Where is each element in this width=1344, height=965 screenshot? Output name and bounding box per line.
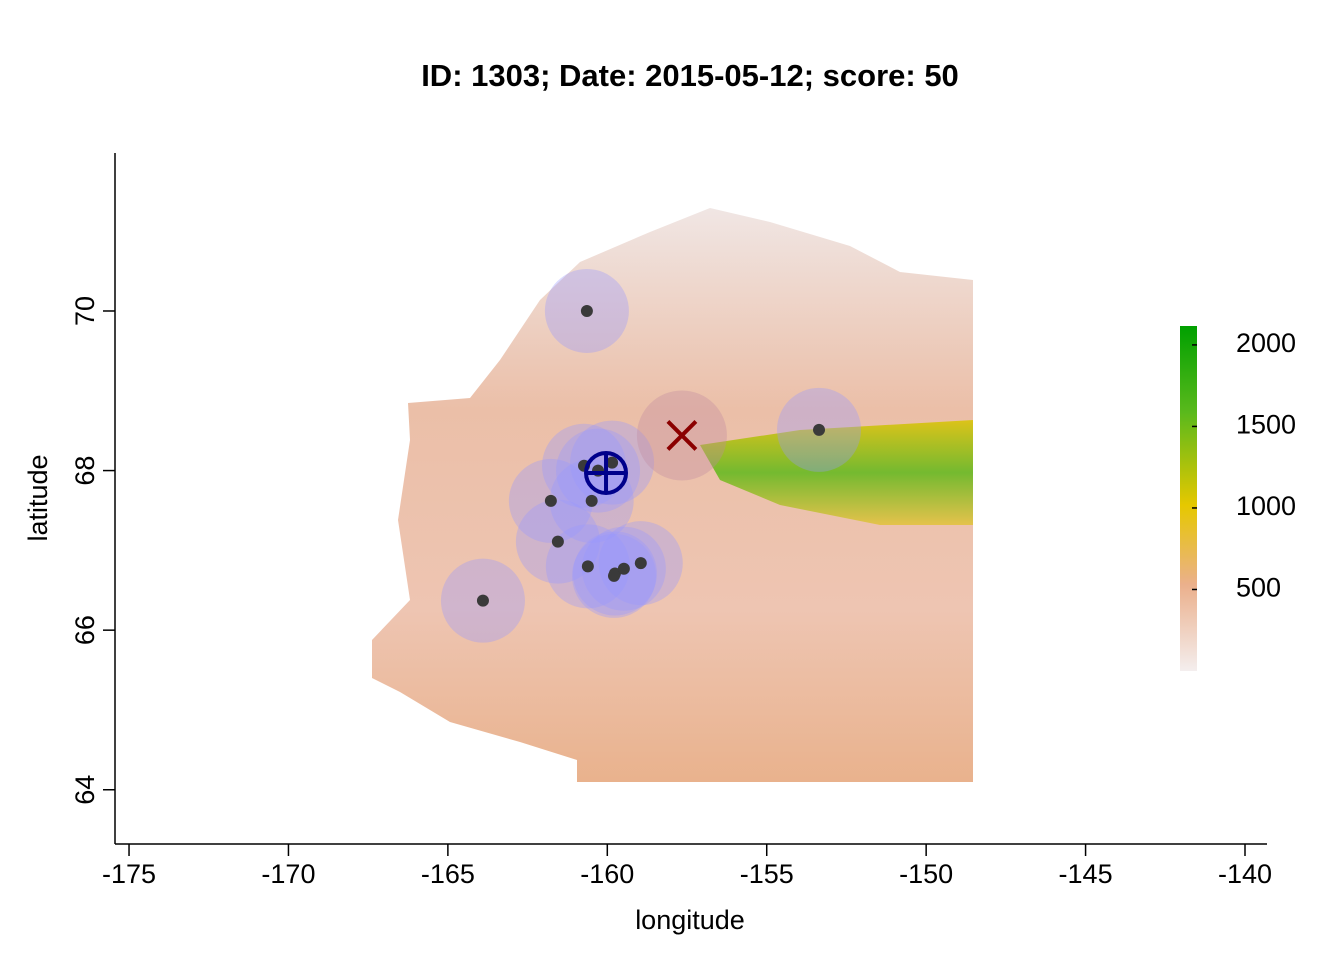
y-axis-label: latitude — [23, 454, 53, 541]
colorbar-label: 1500 — [1236, 410, 1296, 440]
site-point — [585, 494, 598, 507]
colorbar-label: 500 — [1236, 573, 1281, 603]
site-point — [581, 560, 594, 573]
x-tick-label: -155 — [740, 859, 794, 889]
y-tick-label: 64 — [70, 775, 100, 805]
site-point — [551, 535, 564, 548]
terrain — [372, 208, 973, 782]
x-tick-label: -165 — [421, 859, 475, 889]
target-marker — [666, 420, 698, 451]
site-point — [607, 569, 620, 582]
x-axis-label: longitude — [635, 905, 745, 935]
y-tick-label: 70 — [70, 296, 100, 326]
x-tick-label: -150 — [899, 859, 953, 889]
x-tick-label: -145 — [1059, 859, 1113, 889]
site-point — [580, 304, 593, 317]
x-tick-label: -175 — [102, 859, 156, 889]
x-tick-label: -170 — [261, 859, 315, 889]
x-tick-label: -140 — [1218, 859, 1272, 889]
site-point — [476, 594, 489, 607]
colorbar-label: 2000 — [1236, 328, 1296, 358]
chart-title: ID: 1303; Date: 2015-05-12; score: 50 — [421, 58, 959, 93]
site-point — [813, 423, 826, 436]
site-point — [606, 456, 619, 469]
site-point — [544, 494, 557, 507]
mountains — [700, 420, 973, 525]
colorbar — [1180, 326, 1197, 671]
y-tick-label: 68 — [70, 456, 100, 486]
y-tick-label: 66 — [70, 615, 100, 645]
site-point — [634, 557, 647, 570]
colorbar-label: 1000 — [1236, 491, 1296, 521]
x-tick-label: -160 — [580, 859, 634, 889]
estimate-marker — [584, 450, 629, 495]
site-point — [617, 562, 630, 575]
